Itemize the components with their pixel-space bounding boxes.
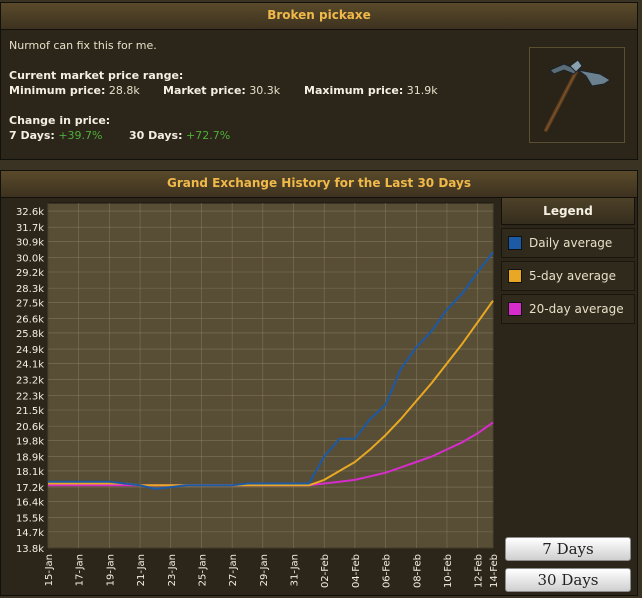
x-tick-label: 12-Feb — [474, 554, 485, 588]
y-tick-label: 21.5k — [16, 406, 44, 417]
x-tick-label: 17-Jan — [75, 554, 86, 586]
price-change-heading: Change in price: — [9, 114, 111, 127]
item-examine-text: Nurmof can fix this for me. — [9, 39, 157, 52]
legend-label-20-day-average: 20-day average — [529, 302, 624, 316]
y-tick-label: 23.2k — [16, 376, 44, 387]
item-name-heading: Broken pickaxe — [1, 3, 637, 30]
market-price: Market price: 30.3k — [163, 84, 280, 97]
x-tick-label: 04-Feb — [351, 554, 362, 588]
history-title: Grand Exchange History for the Last 30 D… — [1, 171, 637, 198]
plot-background — [47, 202, 494, 549]
x-tick-label: 15-Jan — [44, 554, 55, 586]
x-tick-label: 23-Jan — [167, 554, 178, 586]
minimum-price-value: 28.8k — [108, 84, 140, 97]
x-tick-label: 25-Jan — [197, 554, 208, 586]
y-tick-label: 18.1k — [16, 467, 44, 478]
y-tick-label: 22.3k — [16, 392, 44, 403]
y-tick-label: 25.8k — [16, 329, 44, 340]
x-tick-label: 02-Feb — [320, 554, 331, 588]
y-tick-label: 20.6k — [16, 422, 44, 433]
maximum-price-value: 31.9k — [406, 84, 438, 97]
y-tick-label: 30.0k — [16, 254, 44, 265]
maximum-price-label: Maximum price: — [304, 84, 404, 97]
legend-label-5-day-average: 5-day average — [529, 269, 616, 283]
change-30-days: 30 Days: +72.7% — [129, 129, 230, 142]
minimum-price: Minimum price: 28.8k — [9, 84, 140, 97]
change-7-days: 7 Days: +39.7% — [9, 129, 103, 142]
item-info-panel: Broken pickaxe Nurmof can fix this for m… — [0, 2, 638, 160]
y-tick-label: 31.7k — [16, 223, 44, 234]
chart-legend: Legend Daily average 5-day average 20-da… — [501, 197, 635, 324]
x-tick-label: 31-Jan — [290, 554, 301, 586]
y-tick-label: 17.2k — [16, 483, 44, 494]
price-range-heading: Current market price range: — [9, 69, 184, 82]
change-30-days-label: 30 Days: — [129, 129, 183, 142]
legend-label-daily-average: Daily average — [529, 236, 613, 250]
series-line-daily-average — [48, 251, 494, 490]
5-day-average-swatch — [508, 269, 522, 283]
change-7-days-value: +39.7% — [58, 129, 103, 142]
maximum-price: Maximum price: 31.9k — [304, 84, 438, 97]
broken-pickaxe-icon — [544, 59, 611, 132]
30-days-button[interactable]: 30 Days — [505, 568, 631, 592]
change-7-days-label: 7 Days: — [9, 129, 55, 142]
y-tick-label: 28.3k — [16, 284, 44, 295]
y-tick-label: 18.9k — [16, 453, 44, 464]
x-tick-label: 14-Feb — [489, 554, 500, 588]
y-tick-label: 27.5k — [16, 298, 44, 309]
market-price-value: 30.3k — [249, 84, 281, 97]
20-day-average-swatch — [508, 302, 522, 316]
y-tick-label: 29.2k — [16, 268, 44, 279]
x-tick-label: 19-Jan — [105, 554, 116, 586]
legend-item-daily-average: Daily average — [501, 228, 635, 258]
legend-item-5-day-average: 5-day average — [501, 261, 635, 291]
y-tick-label: 24.1k — [16, 359, 44, 370]
y-tick-label: 26.6k — [16, 315, 44, 326]
price-history-chart: 32.6k 31.7k 30.9k 30.0k 29.2k 28.3k 27.5k 26.6k… — [16, 202, 500, 588]
legend-title: Legend — [501, 197, 635, 225]
y-tick-label: 32.6k — [16, 207, 44, 218]
y-tick-label: 15.5k — [16, 514, 44, 525]
item-image-frame — [529, 47, 625, 143]
daily-average-swatch — [508, 236, 522, 250]
y-tick-label: 19.8k — [16, 436, 44, 447]
y-tick-label: 30.9k — [16, 238, 44, 249]
x-tick-label: 10-Feb — [443, 554, 454, 588]
7-days-button[interactable]: 7 Days — [505, 537, 631, 561]
y-tick-label: 16.4k — [16, 497, 44, 508]
change-30-days-value: +72.7% — [185, 129, 231, 142]
x-tick-label: 29-Jan — [259, 554, 270, 586]
minimum-price-label: Minimum price: — [9, 84, 106, 97]
x-tick-label: 27-Jan — [228, 554, 239, 586]
x-tick-label: 06-Feb — [382, 554, 393, 588]
x-tick-label: 08-Feb — [412, 554, 423, 588]
y-tick-label: 24.9k — [16, 345, 44, 356]
market-price-label: Market price: — [163, 84, 246, 97]
legend-item-20-day-average: 20-day average — [501, 294, 635, 324]
x-tick-label: 21-Jan — [136, 554, 147, 586]
y-tick-label: 13.8k — [16, 544, 44, 555]
y-tick-label: 14.7k — [16, 528, 44, 539]
